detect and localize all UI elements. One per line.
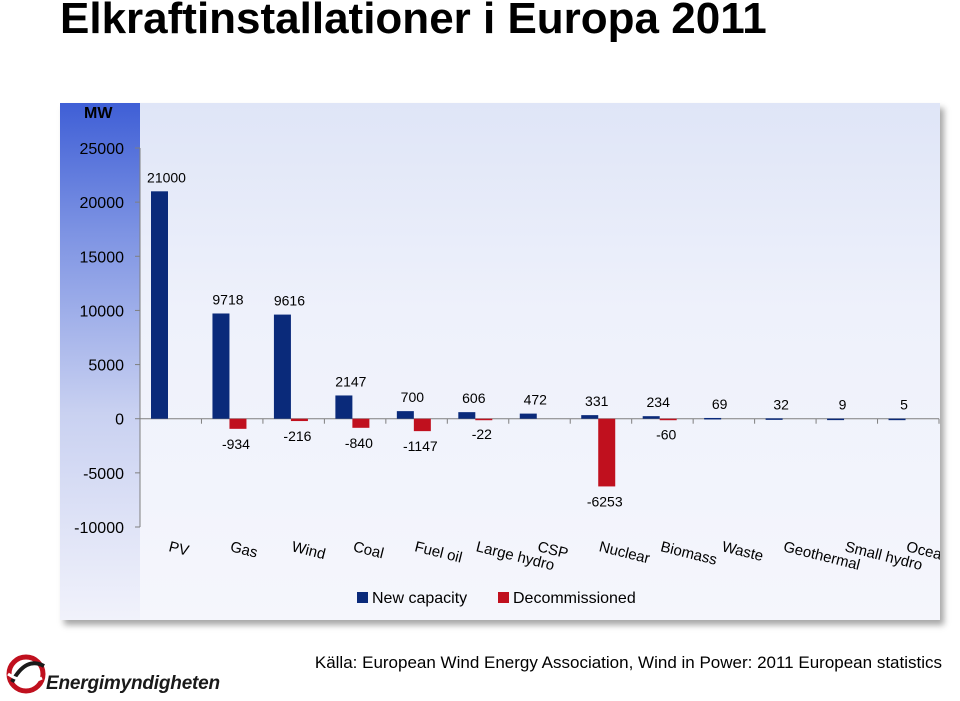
x-category-label: Coal [351,538,385,562]
y-tick-label: 5000 [88,358,124,375]
y-tick-label: -5000 [83,466,124,483]
legend-swatch [357,592,368,603]
y-tick-label: -10000 [74,520,124,537]
bar-decommissioned [598,418,616,487]
bar-new-capacity [765,418,783,420]
bar-new-capacity [642,416,660,419]
data-label-new-capacity: 32 [773,396,789,412]
data-label-new-capacity: 5 [900,397,908,413]
data-label-new-capacity: 2147 [335,373,366,389]
legend-swatch [498,592,509,603]
bar-new-capacity [581,415,599,419]
data-label-decommissioned: -22 [472,426,492,442]
bar-chart: 25000 20000 15000 10000 5000 0 -5000 -10000 MW 21… [74,105,940,607]
data-label-decommissioned: -60 [656,426,676,442]
bar-decommissioned [475,418,493,421]
data-label-decommissioned: -6253 [587,493,623,509]
energimyndigheten-logo-icon [6,654,46,694]
y-tick-label: 10000 [80,303,125,320]
data-label-new-capacity: 606 [462,390,486,406]
x-category-label: Gas [228,538,259,561]
footer: Energimyndigheten Källa: European Wind E… [0,640,960,701]
bar-new-capacity [151,191,168,419]
data-label-decommissioned: -934 [222,436,250,452]
chart-panel: 25000 20000 15000 10000 5000 0 -5000 -10000 MW 21… [60,103,940,620]
data-label-decommissioned: -216 [283,428,311,444]
data-label-decommissioned: -840 [345,435,373,451]
data-label-new-capacity: 69 [712,396,728,412]
data-label-new-capacity: 472 [524,392,548,408]
bar-new-capacity [704,417,722,420]
bar-new-capacity [396,411,414,419]
bar-new-capacity [519,413,537,419]
y-tick-label: 20000 [80,195,125,212]
bar-decommissioned [413,418,431,432]
legend-label: New capacity [372,590,467,607]
logo-wordmark: Energimyndigheten [46,673,220,694]
y-tick-label: 25000 [80,141,125,158]
bar-new-capacity [827,418,845,421]
y-tick-label: 15000 [80,249,125,266]
x-category-label: CSP [536,538,570,562]
plot-area [140,103,940,620]
bar-decommissioned [290,418,308,422]
bar-new-capacity [273,314,291,419]
bar-decommissioned [229,418,247,429]
bar-decommissioned [352,418,370,428]
data-label-new-capacity: 21000 [147,169,186,185]
data-label-new-capacity: 9718 [212,291,243,307]
x-category-label: Wind [290,538,327,563]
legend-label: Decommissioned [513,590,636,607]
bar-new-capacity [335,395,353,419]
x-category-label: PV [167,538,191,559]
x-category-label: Fuel oil [413,538,464,566]
x-category-label: Waste [720,538,765,565]
bar-new-capacity [458,412,476,419]
page-title: Elkraftinstallationer i Europa 2011 [60,0,767,43]
bar-new-capacity [212,313,230,419]
data-label-new-capacity: 331 [585,393,609,409]
data-label-new-capacity: 9616 [274,293,305,309]
y-axis-unit-label: MW [84,105,113,122]
y-tick-label: 0 [115,412,124,429]
bar-new-capacity [888,418,906,421]
bar-decommissioned [659,418,677,421]
source-caption: Källa: European Wind Energy Association,… [314,653,942,672]
data-label-decommissioned: -1147 [403,438,438,454]
data-label-new-capacity: 9 [839,397,847,413]
x-category-label: Biomass [659,538,719,568]
x-category-label: Nuclear [597,538,651,567]
data-label-new-capacity: 700 [401,389,425,405]
data-label-new-capacity: 234 [647,394,671,410]
